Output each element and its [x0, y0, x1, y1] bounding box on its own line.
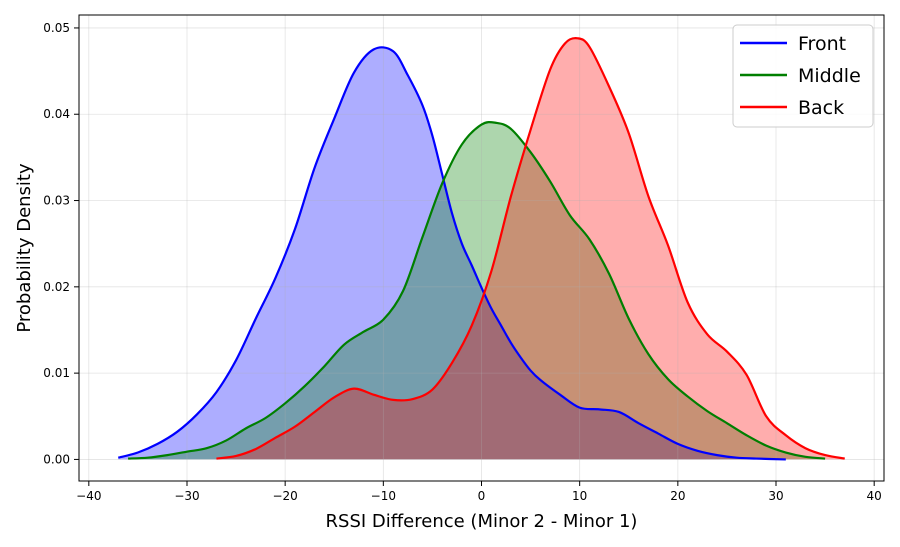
y-tick-label: 0.05: [43, 21, 70, 35]
x-tick-label: −20: [272, 489, 297, 503]
line-middle: [128, 121, 826, 460]
y-tick-label: 0.00: [43, 452, 70, 466]
area-fills: [118, 38, 845, 460]
y-axis-ticks: 0.00 0.01 0.02 0.03 0.04 0.05: [43, 21, 79, 466]
x-tick-label: −40: [76, 489, 101, 503]
area-front: [118, 47, 786, 460]
y-tick-label: 0.02: [43, 280, 70, 294]
x-axis-ticks: −40 −30 −20 −10 0 10 20 30 40: [76, 481, 882, 503]
y-tick-label: 0.03: [43, 194, 70, 208]
series-lines: [117, 37, 845, 461]
area-middle: [128, 122, 826, 460]
x-tick-label: 20: [670, 489, 685, 503]
y-tick-label: 0.04: [43, 107, 70, 121]
x-tick-label: 40: [867, 489, 882, 503]
x-tick-label: 10: [572, 489, 587, 503]
y-tick-label: 0.01: [43, 366, 70, 380]
legend-label-back: Back: [798, 97, 844, 119]
line-front: [117, 46, 786, 461]
legend-label-middle: Middle: [798, 65, 861, 87]
y-axis-label: Probability Density: [14, 163, 35, 333]
legend: Front Middle Back: [732, 24, 874, 128]
area-back: [216, 38, 845, 460]
x-tick-label: 0: [478, 489, 486, 503]
line-back: [216, 37, 845, 460]
x-tick-label: −30: [174, 489, 199, 503]
x-tick-label: 30: [768, 489, 783, 503]
x-tick-label: −10: [371, 489, 396, 503]
x-axis-label: RSSI Difference (Minor 2 - Minor 1): [326, 511, 638, 532]
legend-label-front: Front: [798, 33, 846, 55]
legend-box: [732, 24, 874, 128]
